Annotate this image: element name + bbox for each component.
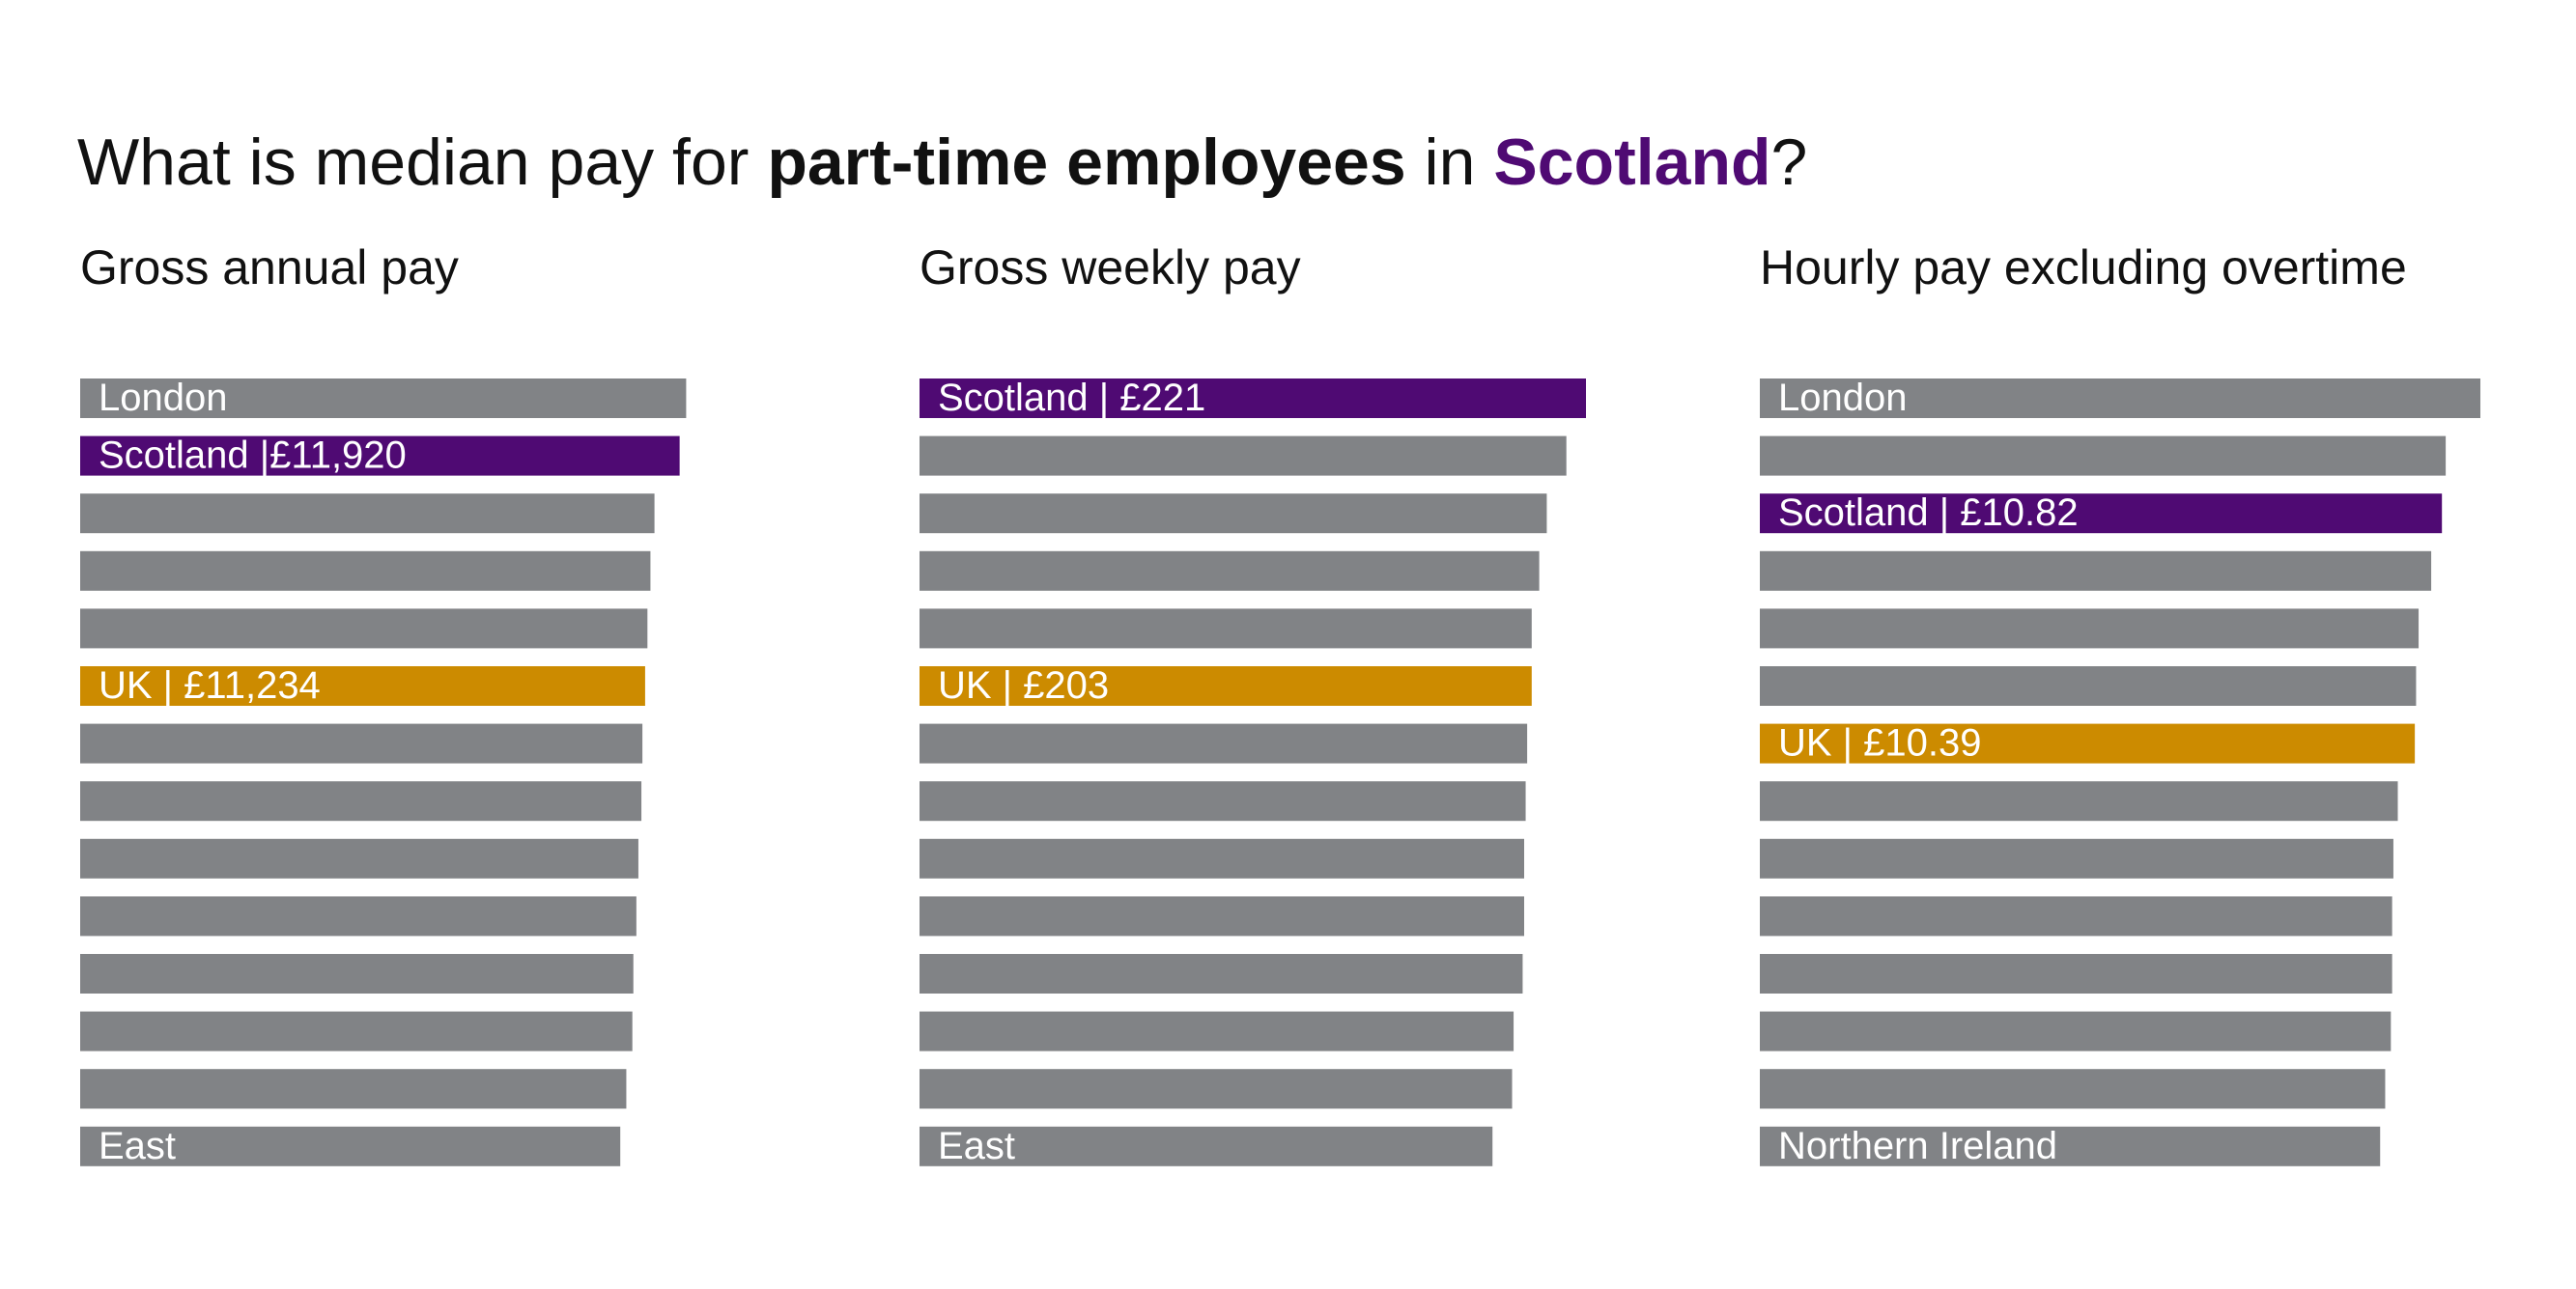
bar [80, 493, 655, 534]
bar [80, 723, 643, 764]
title-part-4: Scotland [1493, 126, 1771, 199]
bar [1760, 608, 2420, 649]
bar [920, 493, 1547, 534]
bar [920, 838, 1524, 879]
bar [80, 896, 637, 937]
bar [1760, 378, 2480, 418]
bar [1760, 666, 2417, 706]
bar-label: Scotland | £10.82 [1778, 491, 2079, 534]
bar [1760, 781, 2398, 822]
bar [80, 1069, 627, 1109]
bar [920, 435, 1567, 476]
bar-label: London [99, 377, 227, 419]
panel-title: Gross weekly pay [920, 240, 1301, 294]
bar-label: UK | £10.39 [1778, 722, 1982, 765]
bar [80, 550, 651, 591]
panel-title: Hourly pay excluding overtime [1760, 240, 2407, 294]
bar [80, 666, 645, 706]
bar [1760, 550, 2432, 591]
bar [1760, 723, 2416, 764]
bar [80, 838, 638, 879]
bar-label: East [938, 1125, 1015, 1167]
bar [920, 896, 1524, 937]
title-part-3: in [1405, 126, 1494, 199]
bar [80, 378, 687, 418]
bar [80, 435, 680, 476]
bar [1760, 1069, 2386, 1109]
bar [920, 666, 1532, 706]
bar [920, 954, 1523, 994]
bar [920, 1011, 1514, 1051]
bar-label: UK | £203 [938, 664, 1109, 707]
bar [920, 1126, 1493, 1166]
bar-label: UK | £11,234 [99, 664, 321, 707]
bar [920, 378, 1586, 418]
bar [80, 954, 634, 994]
bar [1760, 954, 2392, 994]
panel-3: Hourly pay excluding overtime London Scotl… [1760, 240, 2480, 1167]
title-part-1: What is median pay for [77, 126, 768, 199]
panel-title: Gross annual pay [80, 240, 459, 294]
bar [1760, 1126, 2381, 1166]
bar-label: East [99, 1125, 176, 1167]
bar [1760, 838, 2393, 879]
bar [80, 781, 642, 822]
bar [1760, 896, 2392, 937]
panel-2: Gross weekly pay Scotland | £221 UK | £203… [920, 240, 1586, 1167]
bar [1760, 493, 2443, 534]
bar [1760, 1011, 2392, 1051]
bar-label: Scotland | £221 [938, 377, 1205, 419]
title-part-2: part-time employees [767, 126, 1406, 199]
bar [920, 550, 1540, 591]
bar [80, 608, 648, 649]
bar-label: Scotland |£11,920 [99, 434, 407, 477]
bar-label: London [1778, 377, 1907, 419]
bar-label: Northern Ireland [1778, 1125, 2057, 1167]
bar [920, 1069, 1513, 1109]
panel-1: Gross annual pay London Scotland |£11,920 U… [80, 240, 687, 1167]
bar [80, 1126, 621, 1166]
bar [1760, 435, 2447, 476]
bar [80, 1011, 633, 1051]
chart-title: What is median pay for part-time employe… [77, 124, 1807, 201]
title-part-5: ? [1770, 126, 1808, 199]
bar [920, 723, 1528, 764]
bar [920, 608, 1532, 649]
bar [920, 781, 1526, 822]
